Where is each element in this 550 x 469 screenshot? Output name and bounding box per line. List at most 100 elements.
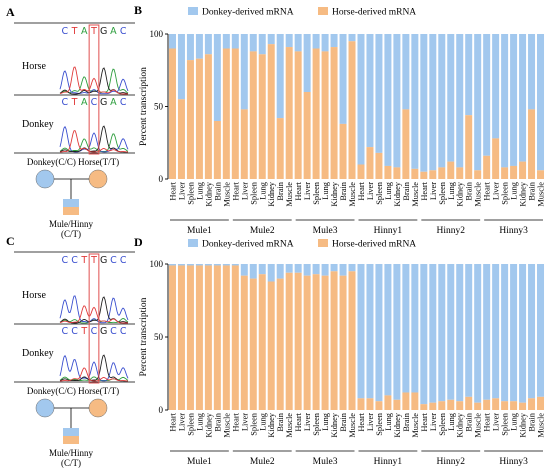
x-tick-label: Kidney xyxy=(330,412,339,437)
bar-donkey xyxy=(447,34,455,162)
x-tick-label: Liver xyxy=(429,182,438,200)
bar-horse xyxy=(519,402,527,410)
bar-donkey xyxy=(186,34,194,61)
bar-donkey xyxy=(519,34,527,162)
bar-donkey xyxy=(474,264,482,403)
bar-horse xyxy=(267,281,275,410)
bar-horse xyxy=(438,401,446,410)
bar-donkey xyxy=(231,264,239,266)
group-label: Mule2 xyxy=(250,457,275,467)
parents-label: Donkey(C/C) Horse(T/T) xyxy=(27,386,119,396)
base-letter: A xyxy=(81,97,88,108)
base-letter: A xyxy=(81,26,88,37)
bar-donkey xyxy=(429,34,437,171)
bar-donkey xyxy=(528,34,536,110)
x-tick-label: Muscle xyxy=(411,413,420,438)
bar-donkey xyxy=(438,34,446,168)
x-tick-label: Brain xyxy=(339,181,348,200)
trace-g xyxy=(59,125,129,153)
x-tick-label: Lung xyxy=(195,181,204,199)
base-letter: A xyxy=(110,97,117,108)
bar-donkey xyxy=(294,34,302,52)
trace-c xyxy=(59,354,129,382)
horse-label: Horse xyxy=(22,61,46,72)
x-tick-label: Lung xyxy=(510,181,519,199)
group-label: Hinny2 xyxy=(437,226,466,236)
bar-horse xyxy=(285,47,293,179)
x-tick-label: Spleen xyxy=(501,181,510,205)
bar-horse xyxy=(285,272,293,410)
bar-donkey xyxy=(312,264,320,275)
bar-donkey xyxy=(420,264,428,405)
bar-donkey xyxy=(195,264,203,266)
bar-horse xyxy=(231,48,239,179)
bar-donkey xyxy=(501,34,509,168)
base-letter: C xyxy=(120,255,127,266)
snp-highlight-box xyxy=(88,253,100,384)
base-letter: C xyxy=(62,97,69,108)
trace-t xyxy=(59,305,128,324)
bar-donkey xyxy=(222,34,230,49)
bar-horse xyxy=(204,265,212,410)
bar-horse xyxy=(474,170,482,179)
x-tick-label: Spleen xyxy=(375,412,384,436)
legend-label-donkey: Donkey-derived mRNA xyxy=(202,8,294,18)
legend-label-horse: Horse-derived mRNA xyxy=(332,8,416,18)
bar-donkey xyxy=(420,34,428,172)
bar-donkey xyxy=(438,264,446,402)
bar-horse xyxy=(348,41,356,179)
bar-horse xyxy=(492,398,500,410)
x-tick-label: Brain xyxy=(213,181,222,200)
bar-donkey xyxy=(321,264,329,276)
x-tick-label: Kidney xyxy=(267,181,276,206)
bar-horse xyxy=(375,152,383,179)
legend-swatch-horse xyxy=(318,239,328,247)
bar-donkey xyxy=(321,34,329,52)
bar-horse xyxy=(357,398,365,410)
bar-horse xyxy=(429,170,437,179)
group-label: Hinny2 xyxy=(437,457,466,467)
bar-donkey xyxy=(402,34,410,110)
bar-horse xyxy=(420,171,428,179)
bar-horse xyxy=(195,58,203,179)
base-letter: C xyxy=(91,326,98,337)
x-tick-label: Spleen xyxy=(249,412,258,436)
donkey-label: Donkey xyxy=(22,119,54,130)
horse-label: Horse xyxy=(22,290,46,301)
bar-donkey xyxy=(267,264,275,282)
bar-horse xyxy=(402,392,410,410)
base-letter: C xyxy=(110,326,117,337)
bar-donkey xyxy=(231,34,239,49)
x-tick-label: Kidney xyxy=(330,181,339,206)
bar-horse xyxy=(312,274,320,410)
group-label: Hinny3 xyxy=(499,226,528,236)
bar-horse xyxy=(537,396,545,410)
x-tick-label: Lung xyxy=(321,412,330,430)
base-letter: C xyxy=(62,26,69,37)
bar-horse xyxy=(528,398,536,410)
x-tick-label: Brain xyxy=(276,412,285,431)
bar-donkey xyxy=(294,264,302,273)
group-label: Mule1 xyxy=(187,226,212,236)
bar-donkey xyxy=(330,34,338,48)
legend-swatch-horse xyxy=(318,7,328,15)
x-tick-label: Heart xyxy=(231,412,240,431)
x-tick-label: Spleen xyxy=(249,181,258,205)
x-tick-label: Heart xyxy=(483,181,492,200)
bar-donkey xyxy=(537,264,545,397)
group-label: Hinny1 xyxy=(374,457,403,467)
bar-horse xyxy=(348,271,356,410)
base-letter: G xyxy=(100,255,107,266)
base-letter: C xyxy=(120,326,127,337)
trace-c xyxy=(59,295,129,324)
x-tick-label: Heart xyxy=(483,412,492,431)
bar-donkey xyxy=(285,34,293,48)
bar-horse xyxy=(483,399,491,410)
bar-donkey xyxy=(204,34,212,55)
x-tick-label: Spleen xyxy=(438,181,447,205)
bar-donkey xyxy=(537,34,545,171)
panel-letter: A xyxy=(6,5,15,19)
bar-donkey xyxy=(393,264,401,400)
